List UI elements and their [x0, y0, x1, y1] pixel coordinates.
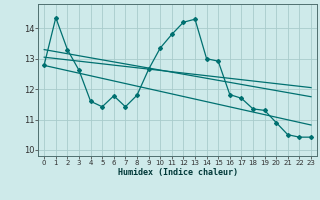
X-axis label: Humidex (Indice chaleur): Humidex (Indice chaleur): [118, 168, 238, 177]
